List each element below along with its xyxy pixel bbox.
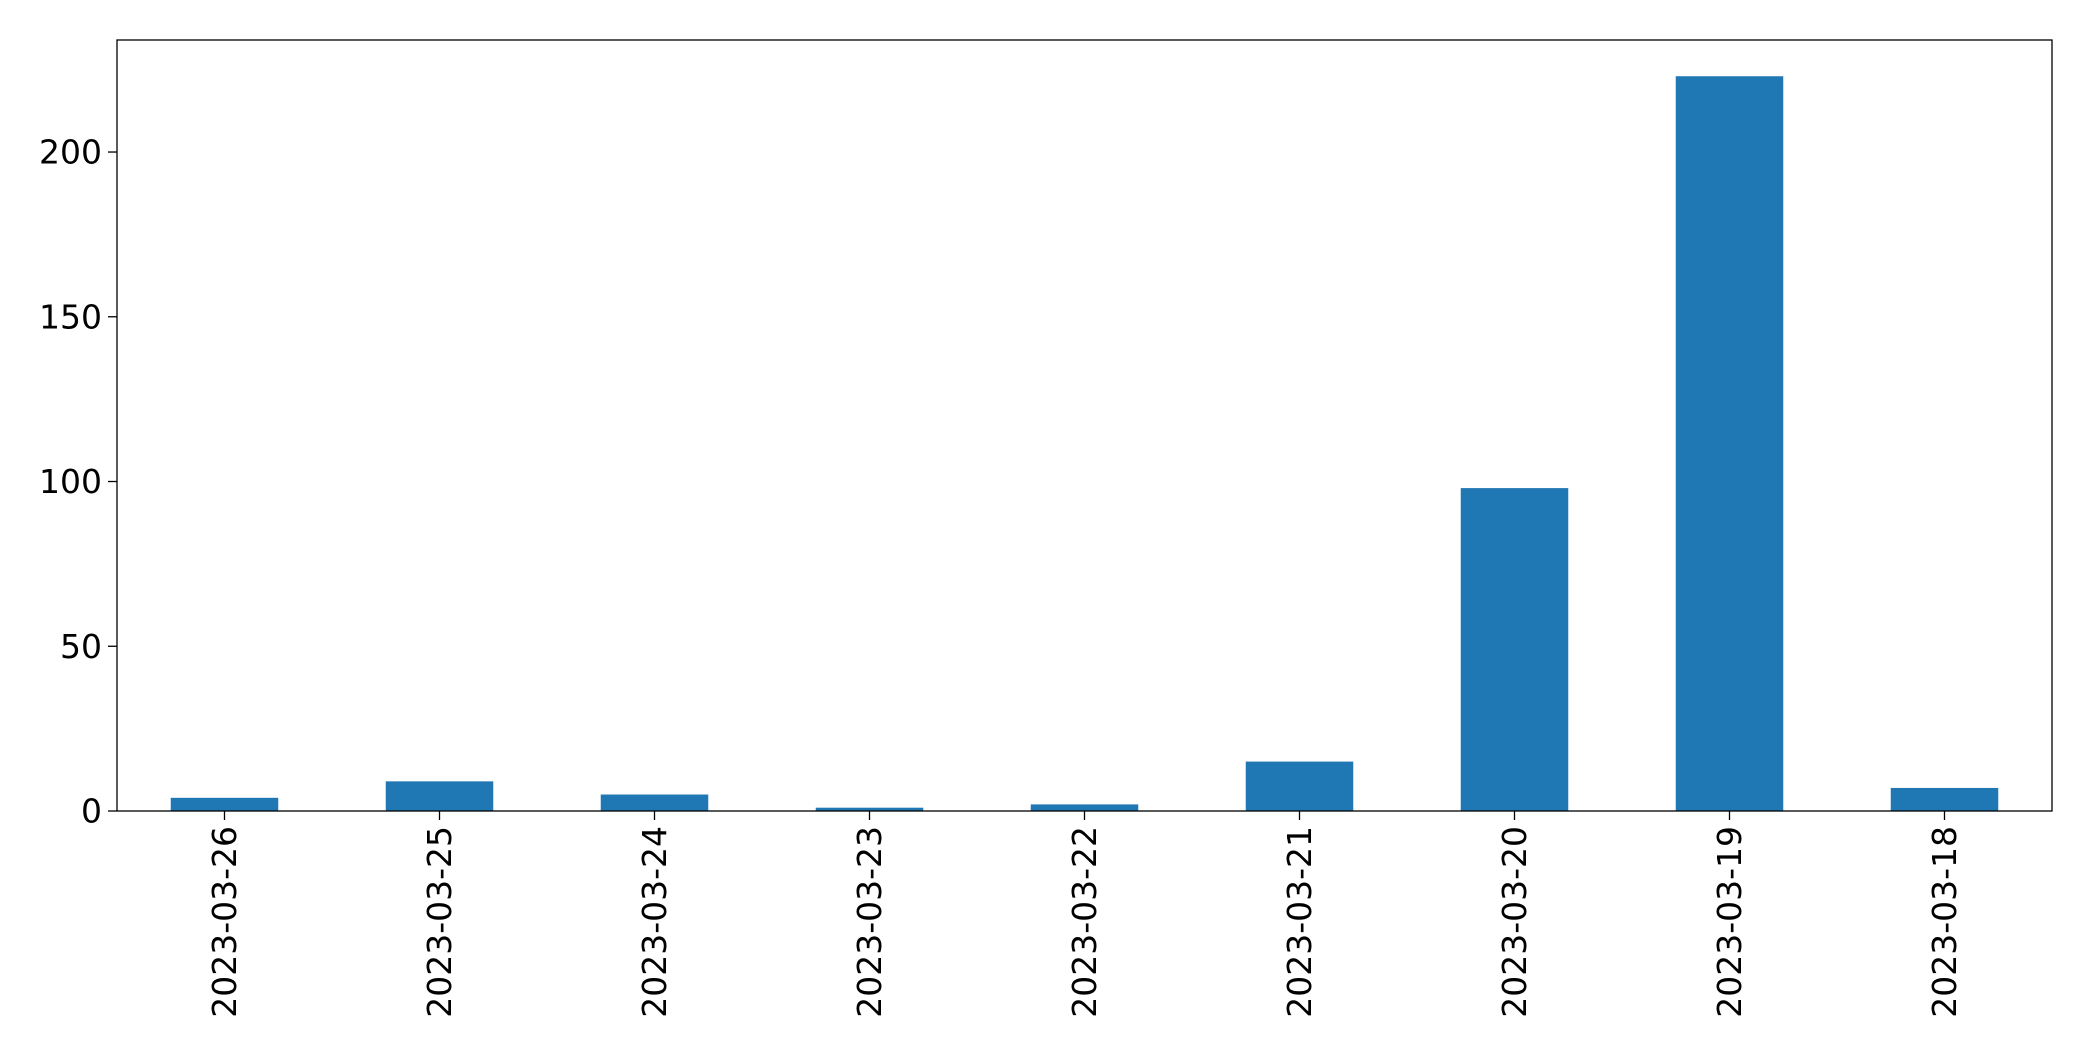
y-tick-label: 150 bbox=[39, 297, 102, 336]
x-tick-label: 2023-03-25 bbox=[420, 826, 459, 1018]
x-tick-label: 2023-03-19 bbox=[1710, 826, 1749, 1018]
x-tick-label: 2023-03-23 bbox=[850, 826, 889, 1018]
bar-2023-03-24 bbox=[600, 794, 709, 811]
x-tick-label: 2023-03-24 bbox=[635, 826, 674, 1018]
y-tick-label: 0 bbox=[81, 792, 102, 831]
bar-2023-03-22 bbox=[1030, 804, 1139, 811]
bars-group bbox=[170, 76, 1999, 811]
bar-2023-03-26 bbox=[170, 797, 279, 811]
bar-2023-03-18 bbox=[1890, 787, 1999, 811]
plot-frame bbox=[116, 39, 2053, 812]
y-tick-label: 100 bbox=[39, 462, 102, 501]
x-tick-label: 2023-03-21 bbox=[1280, 826, 1319, 1018]
y-tick-label: 200 bbox=[39, 133, 102, 172]
x-tick-label: 2023-03-20 bbox=[1495, 826, 1534, 1018]
x-tick-label: 2023-03-22 bbox=[1065, 826, 1104, 1018]
bar-2023-03-21 bbox=[1245, 761, 1354, 811]
y-tick-label: 50 bbox=[60, 627, 102, 666]
x-tick-label: 2023-03-18 bbox=[1925, 826, 1964, 1018]
x-axis: 2023-03-26 2023-03-25 2023-03-24 2023-03-23… bbox=[205, 811, 1964, 1018]
bar-2023-03-25 bbox=[385, 781, 494, 811]
y-axis: 0 50 100 150 200 bbox=[39, 133, 117, 831]
bar-2023-03-20 bbox=[1460, 488, 1569, 811]
bar-2023-03-23 bbox=[815, 807, 924, 811]
bar-2023-03-19 bbox=[1675, 76, 1784, 811]
x-tick-label: 2023-03-26 bbox=[205, 826, 244, 1018]
